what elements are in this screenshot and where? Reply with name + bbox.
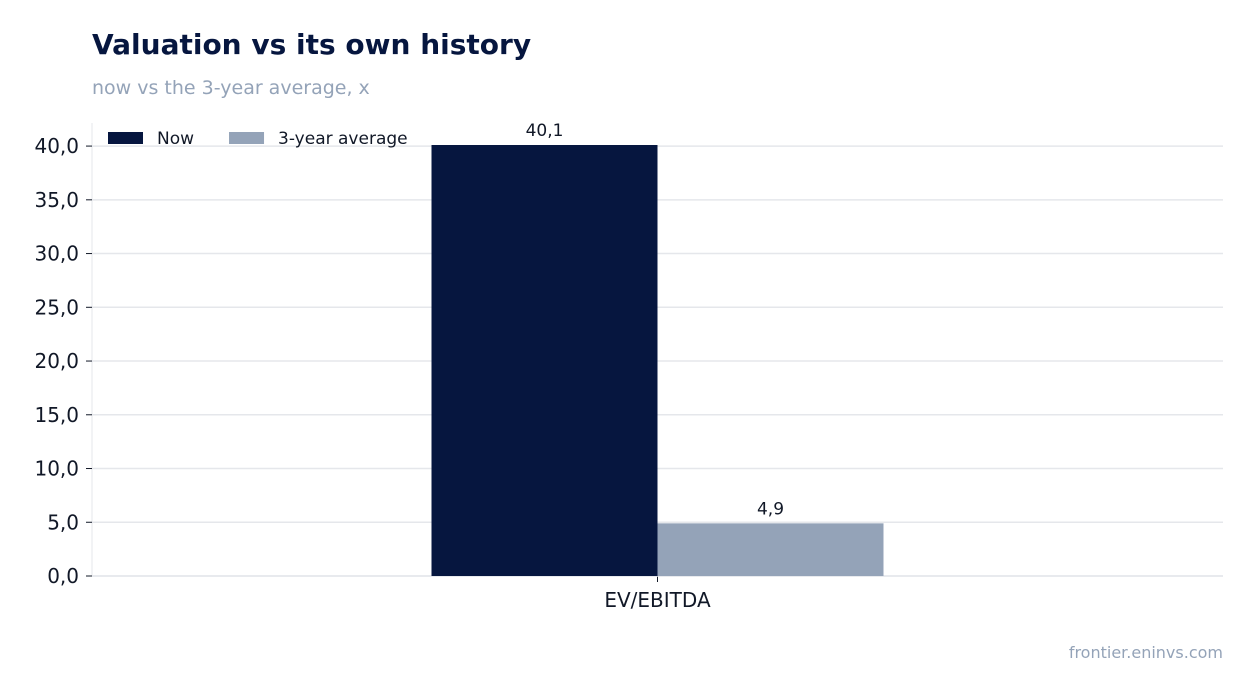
data-label: 4,9	[757, 499, 784, 519]
legend-label: 3-year average	[278, 129, 408, 149]
y-tick-label: 25,0	[34, 295, 79, 319]
y-tick-label: 30,0	[34, 242, 79, 266]
y-tick-label: 40,0	[34, 134, 79, 158]
legend-swatch	[229, 132, 265, 144]
y-tick-label: 10,0	[34, 457, 79, 481]
y-tick-label: 35,0	[34, 188, 79, 212]
y-tick-label: 20,0	[34, 349, 79, 373]
data-label: 40,1	[526, 121, 564, 141]
source-note: frontier.eninvs.com	[1069, 643, 1223, 662]
chart-subtitle: now vs the 3-year average, x	[92, 77, 370, 99]
data-labels: 40,1 4,9	[526, 121, 784, 519]
bars	[431, 145, 884, 576]
bar-now	[431, 145, 658, 576]
x-tick-label: EV/EBITDA	[604, 588, 711, 612]
y-tick-label: 0,0	[47, 564, 79, 588]
bar-3-year-average	[657, 523, 884, 576]
chart-title: Valuation vs its own history	[92, 28, 531, 61]
legend-label: Now	[157, 129, 194, 149]
legend: Now 3-year average	[108, 129, 408, 149]
y-tick-label: 15,0	[34, 403, 79, 427]
y-tick-label: 5,0	[47, 510, 79, 534]
legend-swatch	[108, 132, 143, 144]
